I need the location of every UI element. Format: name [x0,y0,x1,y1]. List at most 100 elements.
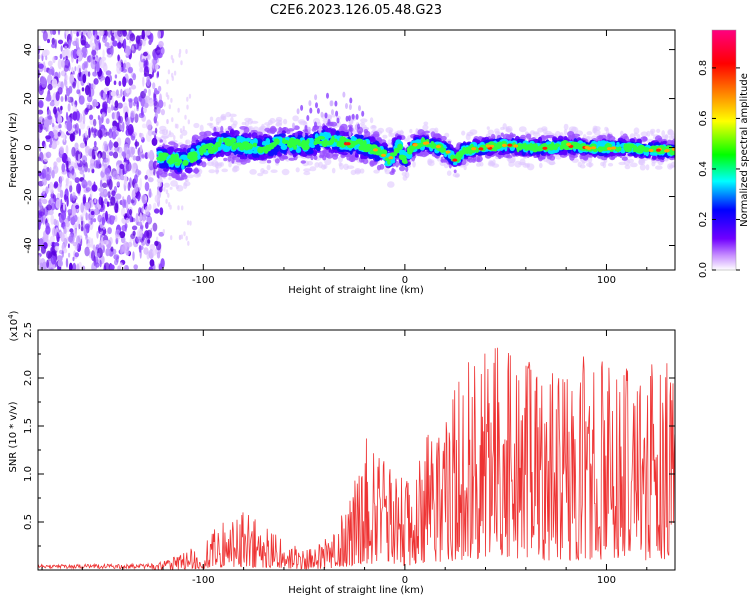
noise-speckle [81,46,87,54]
noise-speckle [76,89,81,95]
spectrum-cell [275,122,283,127]
noise-speckle [176,123,179,129]
noise-speckle [144,206,150,216]
noise-speckle [99,30,105,36]
noise-speckle [110,246,114,252]
noise-speckle [106,106,112,114]
noise-speckle [96,230,99,239]
spectrum-cell [184,167,193,174]
noise-speckle [119,244,124,255]
noise-speckle [67,117,73,123]
noise-speckle [88,127,91,138]
noise-speckle [41,198,48,205]
noise-speckle [146,30,151,36]
spectrum-cell [215,116,222,124]
noise-speckle [141,154,145,159]
noise-speckle [84,85,91,96]
noise-speckle [189,220,192,226]
noise-speckle [125,217,130,224]
noise-speckle [186,104,189,110]
spectrum-cell [638,159,646,166]
noise-speckle [49,235,56,243]
noise-speckle [112,170,118,180]
noise-speckle [69,184,73,193]
noise-speckle [64,74,69,81]
spectrum-cell [592,125,598,131]
noise-speckle [41,77,47,88]
noise-speckle [113,254,120,260]
spectrum-cell [620,130,624,137]
spectrum-cell [283,118,288,125]
noise-speckle [38,198,42,208]
noise-speckle [64,94,67,102]
noise-speckle [117,102,123,109]
noise-speckle [81,155,88,164]
spectrum-cell [156,170,163,176]
noise-speckle [77,80,80,90]
noise-speckle [77,153,81,162]
noise-speckle [107,90,110,96]
noise-speckle [50,214,55,225]
noise-speckle [116,181,121,187]
spectrum-cell [314,162,320,168]
spectrum-cell [282,127,287,132]
noise-speckle [90,83,94,90]
noise-speckle [111,190,116,197]
spectrum-cell [270,169,278,173]
noise-speckle [51,78,58,88]
noise-speckle [96,61,100,73]
spectrum-cell [525,133,532,139]
noise-speckle [170,235,173,241]
noise-speckle [147,239,151,244]
noise-speckle [69,180,72,186]
noise-speckle [171,76,174,81]
noise-speckle [144,196,148,201]
spectrum-cell [264,122,271,126]
noise-speckle [38,225,41,231]
noise-speckle [113,141,119,148]
noise-speckle [130,110,135,119]
spectrum-cell [382,134,388,139]
noise-speckle [91,250,95,262]
spectrum-cell [216,121,220,126]
noise-speckle [129,213,132,223]
spectrum-cell [306,160,313,166]
spectrum-cell [187,174,194,179]
noise-speckle [66,87,71,97]
noise-speckle [133,174,138,185]
figure-title: C2E6.2023.126.05.48.G23 [270,3,442,18]
noise-speckle [78,261,82,268]
noise-speckle [111,96,114,106]
spectrum-cell [168,177,172,181]
noise-speckle [119,116,123,124]
noise-speckle [47,60,53,67]
noise-speckle [94,198,97,204]
noise-speckle [111,35,115,42]
noise-speckle [156,106,161,114]
spectrum-cell [303,168,311,173]
noise-speckle [102,225,106,230]
noise-speckle [55,140,60,146]
noise-speckle [54,245,59,251]
noise-speckle [147,79,150,86]
spectrum-cell [402,175,408,181]
spectrum-cell [587,156,593,163]
spectrum-cell [563,123,569,131]
spectrum-cell [183,182,188,190]
noise-speckle [43,65,47,73]
noise-speckle [54,134,58,139]
spectrum-cell [588,162,592,168]
noise-speckle [48,197,55,205]
noise-speckle [126,194,131,205]
spectrum-cell [377,127,385,134]
noise-speckle [119,175,126,181]
spectrum-cell [399,149,406,154]
noise-speckle [50,267,54,270]
noise-speckle [110,90,117,97]
noise-speckle [67,209,73,214]
noise-speckle [178,48,182,54]
noise-speckle [141,123,147,129]
noise-speckle [171,58,175,64]
noise-speckle [154,240,159,247]
spectrum-cell [332,154,338,160]
